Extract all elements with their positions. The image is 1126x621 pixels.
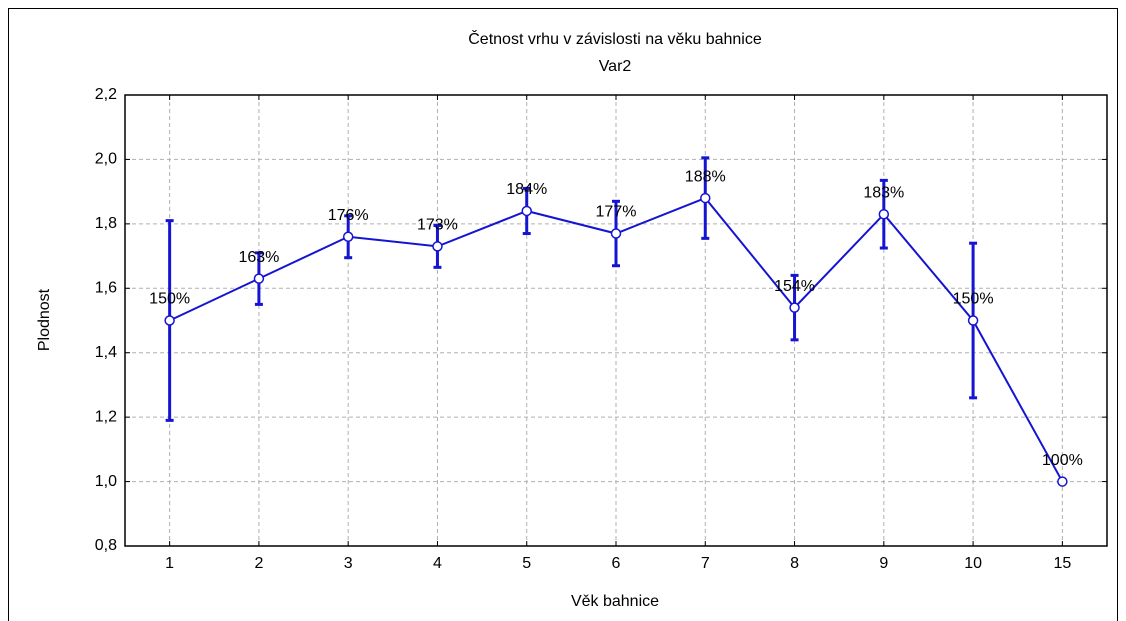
x-tick-label: 9	[879, 555, 888, 572]
data-point	[253, 273, 265, 284]
data-point	[967, 315, 979, 326]
data-point	[789, 302, 800, 313]
y-axis-label: Plodnost	[36, 288, 53, 351]
data-label: 100%	[1042, 452, 1083, 469]
data-label: 163%	[238, 249, 279, 266]
chart-title: Četnost vrhu v závislosti na věku bahnic…	[468, 29, 762, 48]
x-tick-label: 8	[790, 555, 799, 572]
x-tick-label: 6	[612, 555, 621, 572]
data-point	[432, 241, 443, 252]
data-label: 173%	[417, 217, 458, 234]
data-point	[878, 208, 890, 220]
data-label: 176%	[328, 207, 369, 224]
data-point	[700, 192, 711, 204]
y-tick-label: 1,6	[95, 280, 117, 297]
x-tick-label: 1	[165, 555, 174, 572]
data-point	[610, 228, 622, 239]
x-tick-label: 10	[964, 555, 982, 572]
frame	[8, 8, 1118, 621]
y-tick-label: 2,2	[95, 86, 117, 103]
x-axis-label: Věk bahnice	[571, 593, 659, 610]
y-tick-label: 1,2	[95, 408, 117, 425]
data-label: 188%	[685, 168, 726, 185]
x-tick-label: 2	[254, 555, 263, 572]
x-tick-label: 3	[344, 555, 353, 572]
y-tick-label: 0,8	[95, 537, 117, 554]
plot-area	[124, 94, 1108, 547]
data-label: 150%	[149, 291, 190, 308]
data-point	[164, 315, 175, 326]
data-point	[342, 231, 354, 242]
x-tick-label: 7	[701, 555, 710, 572]
data-point	[1057, 476, 1068, 487]
data-label: 150%	[953, 291, 994, 308]
y-tick-label: 1,8	[95, 215, 117, 232]
chart-subtitle: Var2	[599, 58, 632, 75]
x-tick-label: 4	[433, 555, 442, 572]
data-label: 184%	[506, 181, 547, 198]
x-tick-label: 15	[1053, 555, 1071, 572]
y-tick-label: 1,0	[95, 473, 117, 490]
data-point	[521, 205, 532, 217]
y-tick-label: 2,0	[95, 151, 117, 168]
data-label: 154%	[774, 278, 815, 295]
data-label: 177%	[596, 204, 637, 221]
x-tick-label: 5	[522, 555, 531, 572]
data-label: 183%	[863, 184, 904, 201]
y-tick-label: 1,4	[95, 344, 117, 361]
